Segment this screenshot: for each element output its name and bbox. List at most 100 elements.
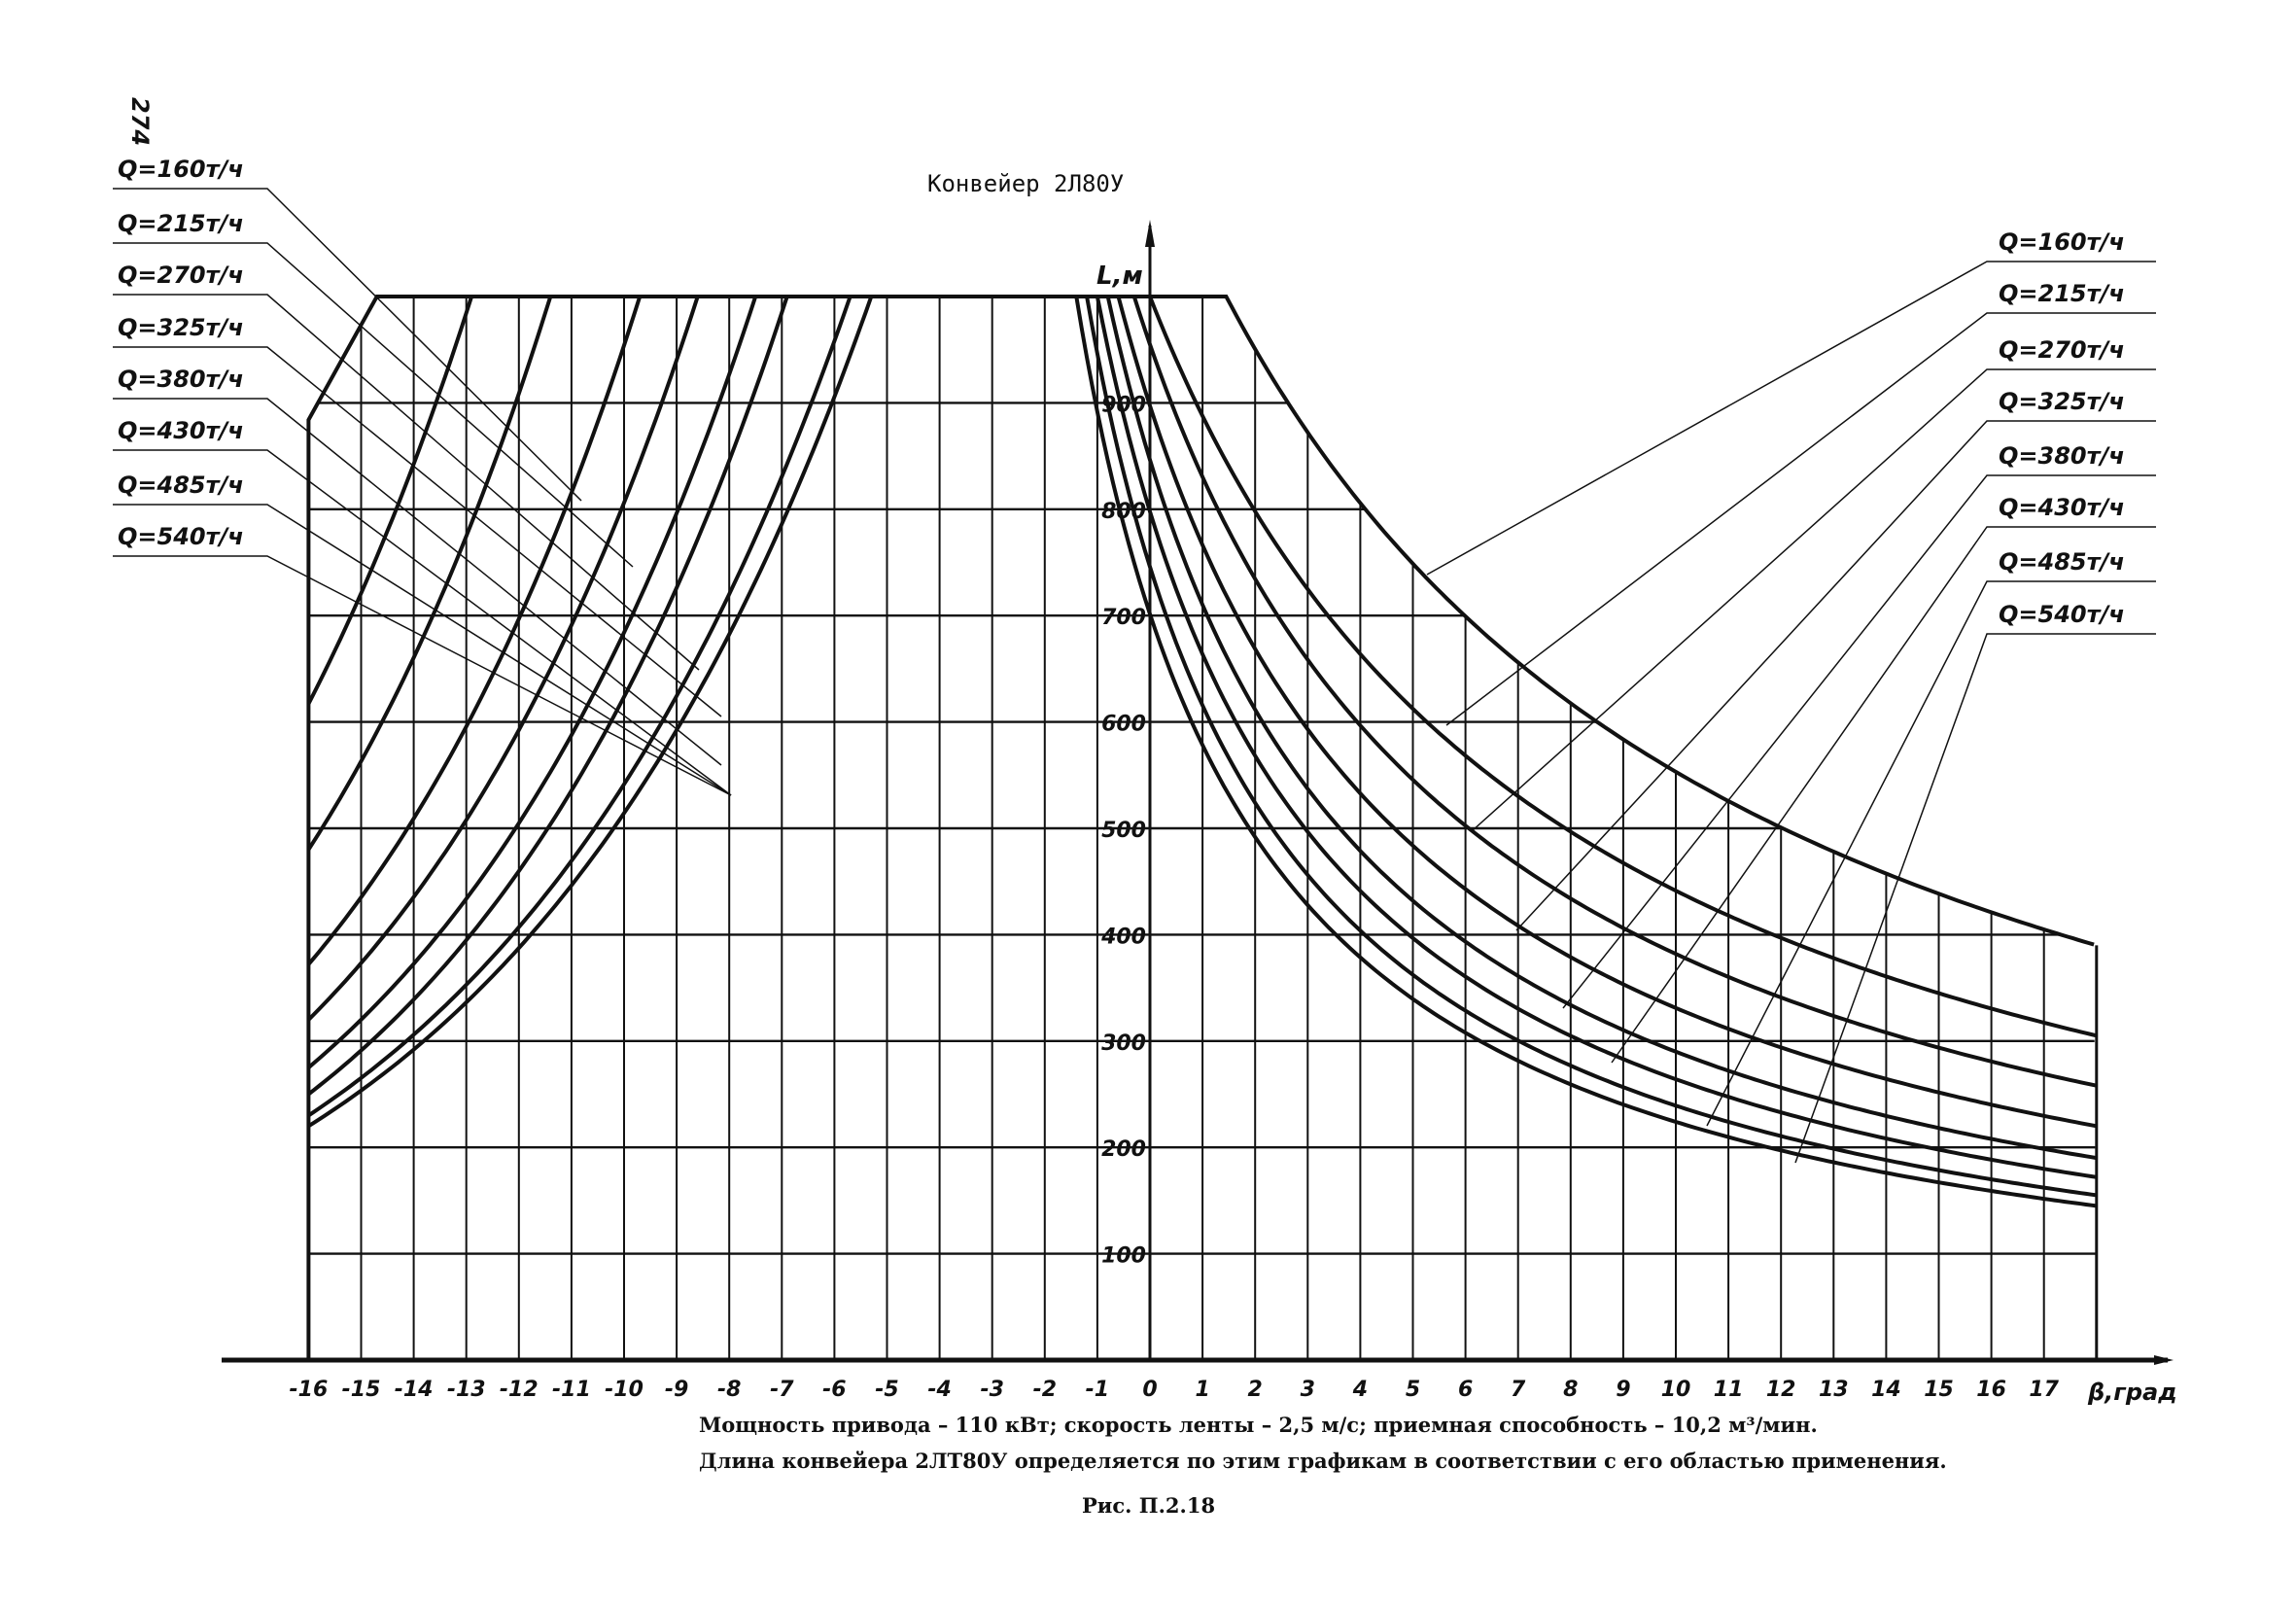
page-number: 274 (126, 97, 154, 146)
ascent-curve-Q=430т/ч (1095, 296, 2098, 1179)
legend-label-right: Q=540т/ч (1999, 601, 2125, 628)
x-tick-label: -13 (447, 1378, 486, 1402)
x-tick-label: 7 (1511, 1378, 1526, 1402)
legend-label-right: Q=325т/ч (1999, 388, 2125, 415)
legend-label-right: Q=430т/ч (1999, 494, 2125, 521)
legend-label-right: Q=215т/ч (1999, 280, 2125, 307)
x-tick-label: 6 (1458, 1378, 1473, 1402)
ascent-curve-Q=325т/ч (1116, 296, 2098, 1129)
y-tick-label: 900 (1101, 393, 1146, 417)
x-tick-label: 13 (1819, 1378, 1849, 1402)
descent-curve-Q=270т/ч (306, 296, 643, 966)
x-tick-label: -1 (1086, 1378, 1109, 1402)
x-tick-label: 17 (2029, 1378, 2059, 1402)
legend-label-left: Q=430т/ч (118, 417, 244, 444)
x-tick-label: -11 (552, 1378, 591, 1402)
legend: Q=160т/ч Q=160т/ч Q=215т/ч Q=215т/ч Q=270т/ч… (113, 156, 2156, 1164)
legend-label-left: Q=160т/ч (118, 156, 244, 183)
x-tick-label: -2 (1033, 1378, 1057, 1402)
x-tick-label: -5 (875, 1378, 898, 1402)
ascent-curve-Q=540т/ч (1074, 296, 2098, 1208)
y-tick-label: 100 (1101, 1244, 1146, 1269)
x-tick-label: 16 (1976, 1378, 2006, 1402)
x-tick-label: 5 (1406, 1378, 1420, 1402)
leader-line-left (113, 346, 722, 717)
grid (308, 297, 2097, 1360)
leader-line-right (1794, 633, 2156, 1164)
legend-label-left: Q=380т/ч (118, 366, 244, 393)
leader-line-right (1426, 261, 2156, 576)
x-tick-label: -6 (822, 1378, 846, 1402)
x-tick-label: 11 (1714, 1378, 1744, 1402)
descent-curve-Q=380т/ч (307, 295, 758, 1069)
leader-line-left (113, 555, 732, 796)
y-tick-label: 500 (1101, 819, 1146, 843)
x-tick-label: -3 (980, 1378, 1003, 1402)
y-tick-label: 700 (1101, 606, 1146, 630)
curves (306, 295, 2099, 1360)
x-tick-label: 10 (1661, 1378, 1691, 1402)
legend-label-right: Q=380т/ч (1999, 442, 2125, 470)
x-axis-label: β,град (2087, 1379, 2177, 1406)
legend-label-left: Q=540т/ч (118, 523, 244, 550)
envelope-line (306, 295, 2095, 1360)
leader-line-right (1445, 312, 2156, 726)
ascent-curve-Q=485т/ч (1085, 296, 2098, 1198)
x-tick-label: 8 (1563, 1378, 1578, 1402)
x-tick-label: -14 (395, 1378, 434, 1402)
axes (222, 220, 2174, 1365)
descent-curve-Q=160т/ч (306, 296, 474, 705)
x-tick-label: -16 (290, 1378, 329, 1402)
legend-label-left: Q=325т/ч (118, 314, 244, 341)
x-tick-label: 3 (1301, 1378, 1315, 1402)
x-tick-label: 4 (1352, 1378, 1368, 1402)
caption-line-2: Длина конвейера 2ЛТ80У определяется по э… (699, 1449, 1947, 1473)
leader-line-left (113, 504, 732, 796)
descent-curve-Q=325т/ч (306, 296, 700, 1022)
leader-line-left (113, 449, 732, 796)
y-tick-label: 800 (1101, 500, 1146, 524)
x-tick-label: 15 (1924, 1378, 1954, 1402)
chart-title: Конвейер 2Л80У (927, 170, 1124, 197)
x-tick-label: -9 (665, 1378, 688, 1402)
leader-line-left (113, 294, 700, 671)
x-tick-label: -4 (927, 1378, 951, 1402)
x-tick-label: 1 (1195, 1378, 1209, 1402)
x-tick-label: 9 (1616, 1378, 1630, 1402)
leader-line-right (1611, 526, 2156, 1064)
x-tick-label: 14 (1871, 1378, 1901, 1402)
descent-curve-Q=215т/ч (306, 296, 553, 851)
leader-line-left (113, 188, 582, 502)
ascent-curve-Q=270т/ч (1131, 296, 2098, 1088)
descent-curve-Q=485т/ч (307, 296, 852, 1118)
y-axis-arrow-icon (1145, 220, 1155, 247)
x-tick-label: -10 (605, 1378, 644, 1402)
leader-line-left (113, 242, 634, 568)
legend-label-right: Q=270т/ч (1999, 336, 2125, 364)
y-tick-label: 600 (1101, 713, 1146, 737)
x-tick-label: 2 (1248, 1378, 1263, 1402)
y-tick-label: 400 (1100, 925, 1146, 949)
x-tick-label: -7 (770, 1378, 794, 1402)
x-tick-label: -15 (342, 1378, 381, 1402)
caption-line-1: Мощность привода – 110 кВт; скорость лен… (699, 1413, 1818, 1437)
ascent-curve-Q=380т/ч (1105, 296, 2098, 1161)
leader-line-left (113, 398, 722, 766)
legend-label-right: Q=485т/ч (1999, 548, 2125, 576)
descent-curve-Q=430т/ч (307, 296, 789, 1097)
x-axis-arrow-icon (2154, 1355, 2174, 1365)
y-tick-label: 200 (1101, 1137, 1146, 1162)
legend-label-left: Q=485т/ч (118, 472, 244, 499)
leader-line-right (1471, 368, 2156, 832)
leader-line-right (1562, 474, 2156, 1009)
leader-line-right (1706, 580, 2156, 1127)
legend-label-right: Q=160т/ч (1999, 228, 2125, 256)
x-tick-label: -8 (717, 1378, 741, 1402)
x-tick-label: -12 (500, 1378, 539, 1402)
x-tick-label: 0 (1142, 1378, 1157, 1402)
legend-label-left: Q=215т/ч (118, 210, 244, 237)
ascent-curve-Q=215т/ч (1148, 296, 2098, 1038)
y-axis-label: L,м (1096, 262, 1143, 291)
y-tick-label: 300 (1101, 1031, 1146, 1056)
